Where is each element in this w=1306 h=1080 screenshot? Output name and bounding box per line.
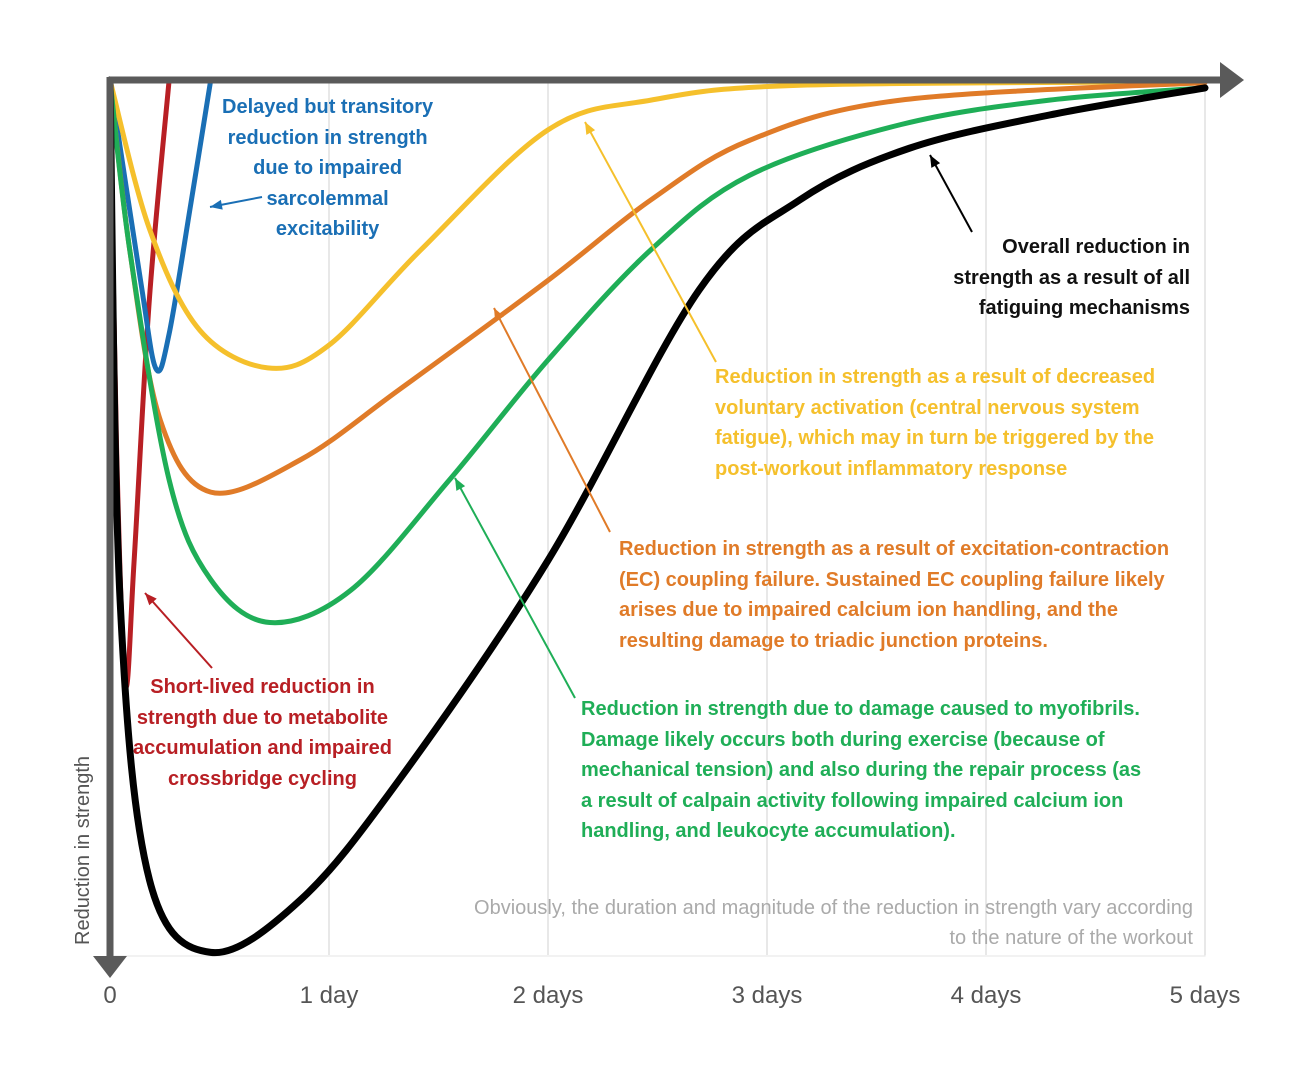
y-axis-label: Reduction in strength <box>72 755 94 945</box>
x-tick-label: 3 days <box>731 982 803 1009</box>
arrow-yellow <box>584 121 717 363</box>
plot-area <box>109 79 1206 957</box>
arrowhead-orange <box>494 308 504 321</box>
annotation-orange: Reduction in strength as a result of exc… <box>619 538 1170 652</box>
y-axis-arrowhead <box>93 956 127 978</box>
arrow-green <box>454 477 576 699</box>
arrow-orange <box>493 307 611 533</box>
x-axis-arrowhead <box>1220 62 1244 98</box>
series-line-blue <box>107 77 214 374</box>
series-line-yellow <box>107 77 1208 371</box>
arrow-red <box>144 592 213 669</box>
annotation-red: Short-lived reduction in strength due to… <box>133 676 392 790</box>
x-tick-label: 4 days <box>950 982 1022 1009</box>
x-tick-label: 5 days <box>1169 982 1241 1009</box>
arrowhead-yellow <box>585 122 596 135</box>
series-line-green <box>107 77 1208 626</box>
footnote: Obviously, the duration and magnitude of… <box>474 897 1193 949</box>
arrowhead-blue <box>210 199 223 210</box>
series-line-black <box>106 76 1209 957</box>
x-tick-label: 2 days <box>512 982 584 1009</box>
annotation-arrows <box>144 121 973 699</box>
arrowhead-black <box>930 155 941 168</box>
x-tick-label: 0 <box>103 982 117 1009</box>
annotation-black: Overall reduction in strength as a resul… <box>953 236 1190 319</box>
x-tick-label: 1 day <box>299 982 359 1009</box>
arrow-black <box>929 154 973 233</box>
annotation-yellow: Reduction in strength as a result of dec… <box>715 366 1156 480</box>
annotation-green: Reduction in strength due to damage caus… <box>581 698 1142 842</box>
annotation-blue: Delayed but transitory reduction in stre… <box>222 96 434 240</box>
arrowhead-red <box>145 593 157 606</box>
arrowhead-green <box>455 478 466 491</box>
